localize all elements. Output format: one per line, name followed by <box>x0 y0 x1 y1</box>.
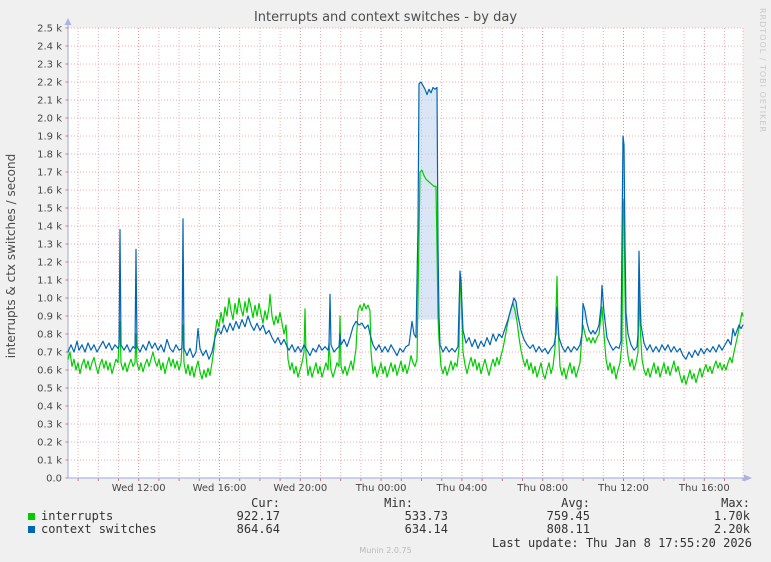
y-tick-label: 2.2 k <box>37 78 62 89</box>
y-tick-label: 1.2 k <box>37 258 62 269</box>
y-tick-label: 0.8 k <box>37 330 62 341</box>
x-tick-label: Thu 12:00 <box>597 483 649 494</box>
y-tick-label: 2.3 k <box>37 60 62 71</box>
y-tick-label: 1.1 k <box>37 276 62 287</box>
y-tick-label: 1.3 k <box>37 240 62 251</box>
rrdtool-watermark: RRDTOOL / TOBI OETIKER <box>758 8 767 134</box>
x-tick-label: Thu 08:00 <box>516 483 568 494</box>
legend-swatch-icon <box>28 526 35 533</box>
y-tick-label: 2.0 k <box>37 114 62 125</box>
y-tick-label: 1.8 k <box>37 150 62 161</box>
legend-value-min: 533.73 <box>404 509 448 523</box>
y-tick-label: 2.4 k <box>37 42 62 53</box>
series-line-context-switches <box>67 81 744 360</box>
legend-value-cur: 922.17 <box>236 509 280 523</box>
legend-swatch-icon <box>28 513 35 520</box>
legend-header-max: Max: <box>721 496 750 510</box>
x-tick-label: Wed 12:00 <box>112 483 166 494</box>
y-tick-label: 0.9 k <box>37 312 62 323</box>
legend-header-min: Min: <box>384 496 413 510</box>
x-axis-arrow-icon <box>744 474 752 482</box>
legend-value-min: 634.14 <box>404 522 448 536</box>
legend-row-context-switches: context switches 864.64 634.14 808.11 2.20k <box>25 523 752 536</box>
legend-value-avg: 759.45 <box>546 509 590 523</box>
y-tick-label: 0.3 k <box>37 420 62 431</box>
x-tick-label: Thu 00:00 <box>355 483 407 494</box>
y-tick-label: 0.5 k <box>37 384 62 395</box>
legend-value-max: 1.70k <box>713 509 750 523</box>
x-tick-label: Thu 16:00 <box>678 483 730 494</box>
x-tick-label: Thu 04:00 <box>436 483 488 494</box>
legend-row-interrupts: interrupts 922.17 533.73 759.45 1.70k <box>25 510 752 523</box>
legend-value-avg: 808.11 <box>546 522 590 536</box>
x-tick-label: Wed 16:00 <box>193 483 247 494</box>
y-tick-label: 0.4 k <box>37 402 62 413</box>
legend-header-avg: Avg: <box>561 496 590 510</box>
legend-value-max: 2.20k <box>713 522 750 536</box>
y-tick-label: 1.4 k <box>37 222 62 233</box>
y-tick-label: 0.0 <box>46 474 62 485</box>
y-tick-label: 1.0 k <box>37 294 62 305</box>
legend: Cur: Min: Avg: Max: interrupts 922.17 533.… <box>25 497 752 536</box>
y-tick-label: 0.1 k <box>37 456 62 467</box>
munin-version: Munin 2.0.75 <box>359 546 412 555</box>
y-axis-arrow-icon <box>64 18 72 25</box>
y-tick-label: 2.1 k <box>37 96 62 107</box>
y-tick-label: 0.6 k <box>37 366 62 377</box>
y-tick-label: 1.7 k <box>37 168 62 179</box>
legend-label: interrupts <box>41 509 114 523</box>
plot-background <box>68 28 743 478</box>
legend-header-cur: Cur: <box>251 496 280 510</box>
y-tick-label: 1.9 k <box>37 132 62 143</box>
y-tick-label: 2.5 k <box>37 24 62 35</box>
legend-label: context switches <box>41 522 157 536</box>
y-tick-label: 0.2 k <box>37 438 62 449</box>
y-tick-label: 0.7 k <box>37 348 62 359</box>
legend-value-cur: 864.64 <box>236 522 280 536</box>
x-tick-label: Wed 20:00 <box>273 483 327 494</box>
chart-title: Interrupts and context switches - by day <box>253 10 518 25</box>
y-tick-label: 1.6 k <box>37 186 62 197</box>
y-tick-label: 1.5 k <box>37 204 62 215</box>
legend-header-row: Cur: Min: Avg: Max: <box>25 497 752 510</box>
last-update: Last update: Thu Jan 8 17:55:20 2026 <box>491 536 752 550</box>
